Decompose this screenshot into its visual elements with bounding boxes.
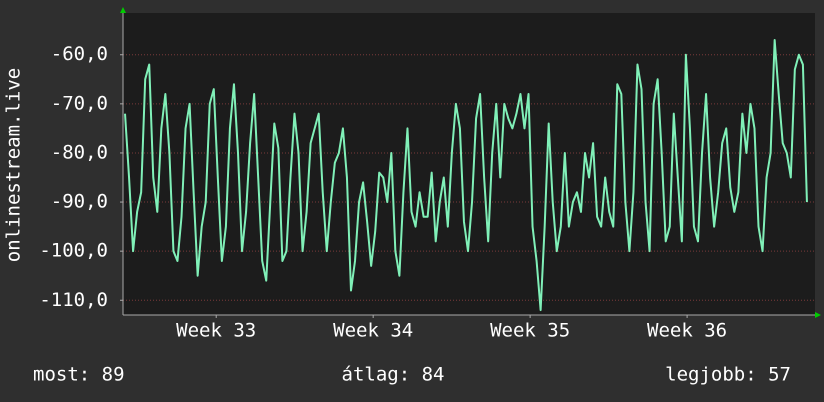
y-tick-label: -70,0 xyxy=(51,92,108,114)
x-tick-label: Week 35 xyxy=(490,320,570,342)
y-axis-arrow xyxy=(120,7,126,13)
plot xyxy=(124,39,808,312)
x-axis-arrow xyxy=(815,312,821,318)
y-tick-label: -110,0 xyxy=(39,289,108,311)
y-tick-label: -80,0 xyxy=(51,141,108,163)
footer-current: most: 89 xyxy=(33,364,125,386)
y-tick-label: -90,0 xyxy=(51,191,108,213)
y-axis-label: onlinestream.live xyxy=(3,68,25,262)
data-line xyxy=(124,39,808,312)
x-tick-label: Week 34 xyxy=(333,320,413,342)
y-tick-label: -100,0 xyxy=(39,240,108,262)
y-tick-label: -60,0 xyxy=(51,43,108,65)
x-tick-label: Week 33 xyxy=(176,320,256,342)
footer-average: átlag: 84 xyxy=(342,364,445,386)
footer-best: legjobb: 57 xyxy=(665,364,791,386)
x-tick-label: Week 36 xyxy=(647,320,727,342)
plot-area xyxy=(123,13,815,315)
